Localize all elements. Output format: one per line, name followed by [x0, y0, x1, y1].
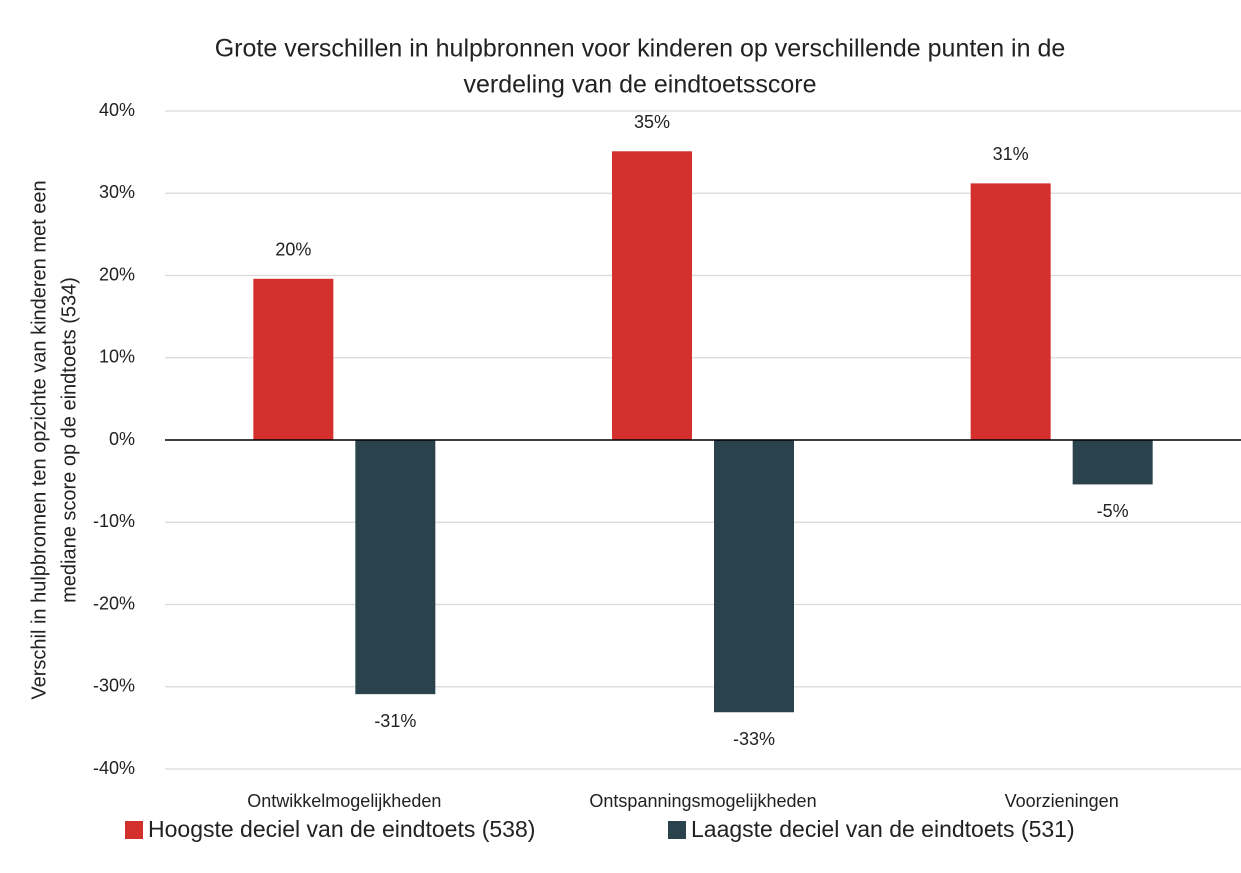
bar	[714, 440, 794, 713]
y-axis-title: Verschil in hulpbronnen ten opzichte van…	[28, 180, 50, 699]
bar	[612, 151, 692, 441]
data-label: 35%	[634, 112, 670, 132]
bar	[253, 278, 334, 440]
y-tick-label: 20%	[99, 264, 135, 284]
data-label: 31%	[993, 144, 1029, 164]
chart-title: verdeling van de eindtoetsscore	[463, 71, 816, 99]
y-tick-label: 10%	[99, 347, 135, 367]
y-axis-title: mediane score op de eindtoets (534)	[58, 277, 80, 603]
y-tick-label: -20%	[93, 593, 135, 613]
data-label: 20%	[275, 240, 311, 260]
y-tick-label: -40%	[93, 758, 135, 778]
y-tick-label: -30%	[93, 676, 135, 696]
y-tick-label: 40%	[99, 100, 135, 120]
data-label: -31%	[374, 711, 416, 731]
x-tick-label: Ontspanningsmogelijkheden	[589, 791, 816, 811]
x-tick-label: Ontwikkelmogelijkheden	[247, 791, 441, 811]
chart-title: Grote verschillen in hulpbronnen voor ki…	[215, 35, 1066, 63]
legend-swatch	[125, 821, 143, 839]
y-tick-label: 30%	[99, 182, 135, 202]
legend-swatch	[668, 821, 686, 839]
x-tick-label: Voorzieningen	[1005, 791, 1119, 811]
legend-label: Hoogste deciel van de eindtoets (538)	[148, 816, 535, 842]
bar	[1072, 440, 1153, 485]
bar	[355, 440, 436, 695]
data-label: -33%	[733, 729, 775, 749]
legend-label: Laagste deciel van de eindtoets (531)	[691, 816, 1075, 842]
bar	[970, 183, 1051, 440]
data-label: -5%	[1097, 501, 1129, 521]
y-tick-label: 0%	[109, 429, 135, 449]
y-tick-label: -10%	[93, 511, 135, 531]
